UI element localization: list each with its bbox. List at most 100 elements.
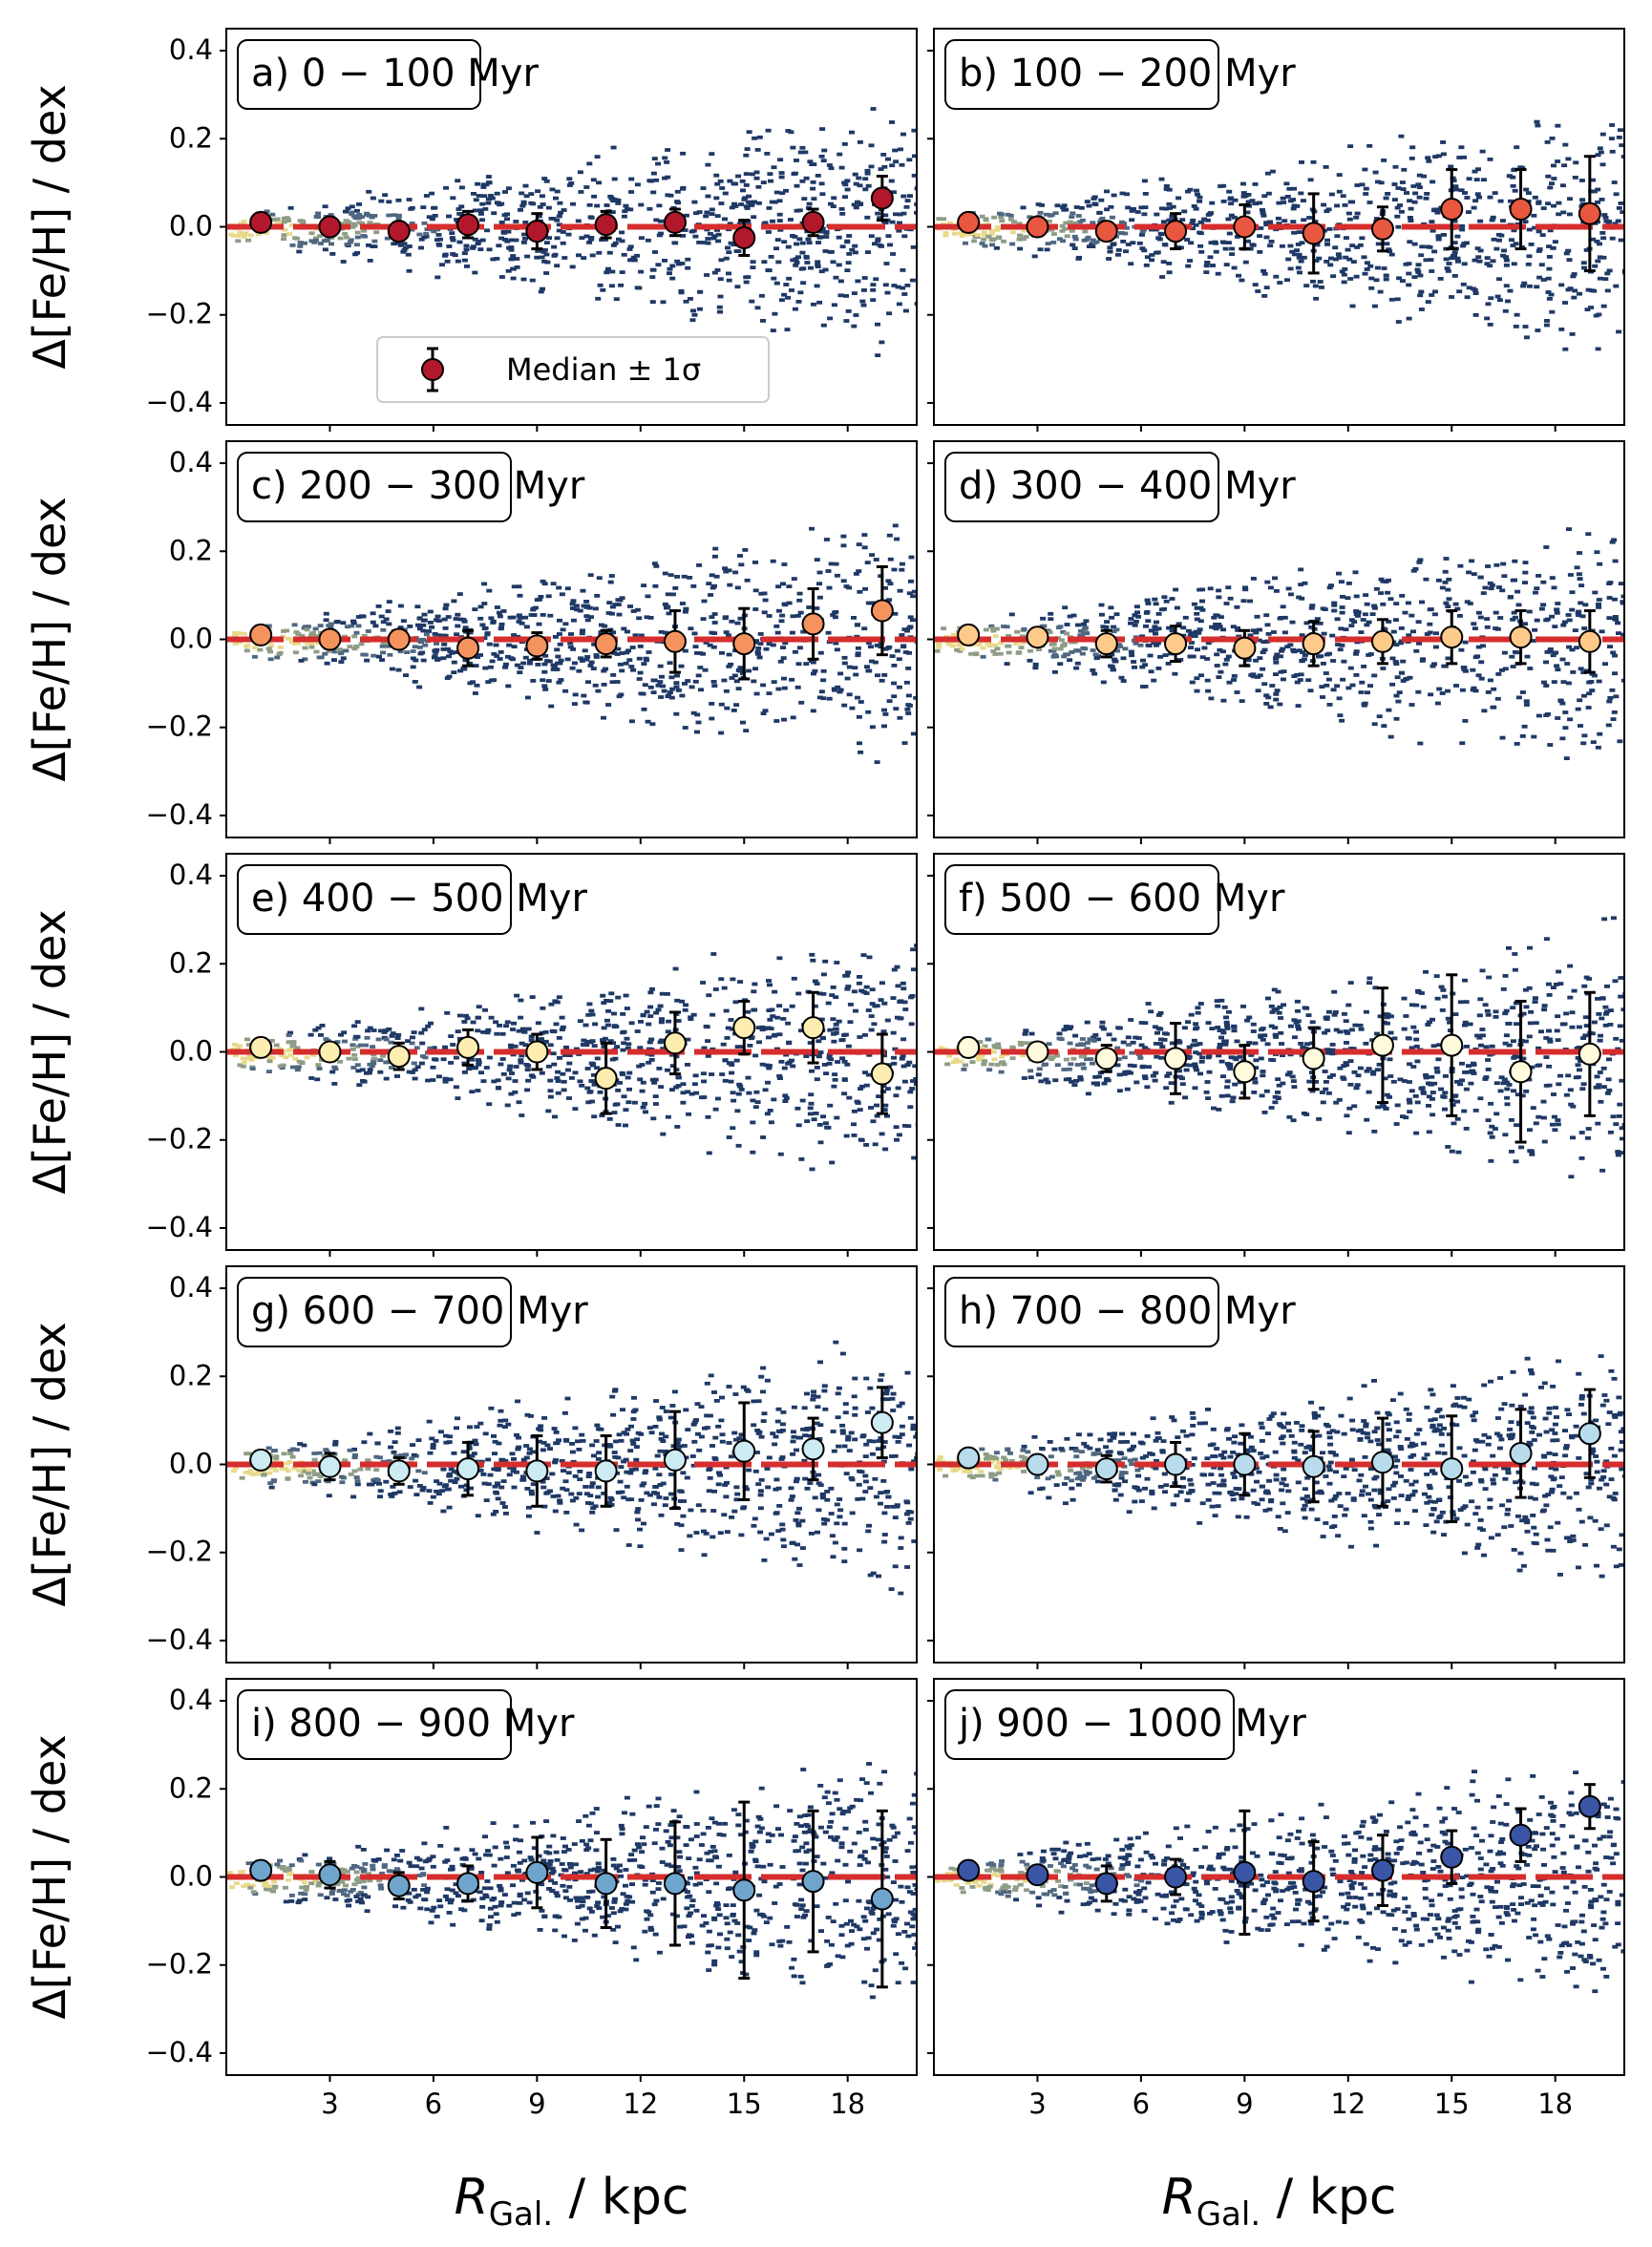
median-point [1094,1047,1118,1071]
y-tick-label: 0.4 [169,446,213,478]
x-axis-label: RGal. / kpc [455,2169,689,2234]
median-point [1164,632,1188,656]
y-tick-label: 0.0 [169,623,213,655]
median-point [594,1459,618,1483]
median-point [318,627,342,651]
median-point [1302,1870,1325,1894]
global-labels: Δ[Fe/H] / dex Δ[Fe/H] / dex Δ[Fe/H] / dex Δ… [24,84,1396,2234]
median-point [1370,1858,1394,1882]
median-point [1440,1033,1464,1057]
panel-a: −0.4 −0.2 0.0 0.2 0.4 a) 0 − 100 Myr Median ± … [146,28,918,432]
y-tick-label: −0.2 [146,1948,213,1981]
median-point [1026,1040,1049,1064]
panel-title: d) 300 − 400 Myr [944,452,1296,522]
svg-text:a) 0 − 100 Myr: a) 0 − 100 Myr [251,52,539,95]
x-axis-label: RGal. / kpc [1162,2169,1397,2234]
median-point [249,1035,273,1059]
median-point [387,220,411,244]
median-point [249,1858,273,1882]
density-heatmap [228,107,917,357]
y-tick-label: −0.2 [146,710,213,743]
median-point [663,1872,687,1896]
y-tick-label: 0.0 [169,1860,213,1893]
median-point [594,632,618,656]
density-heatmap [938,916,1624,1179]
median-point [1509,1060,1533,1084]
y-tick-label: 0.4 [169,33,213,66]
x-tick-label: 15 [1434,2088,1470,2120]
svg-text:b) 100 − 200 Myr: b) 100 − 200 Myr [959,52,1296,95]
median-point [1370,217,1394,241]
median-point [801,1870,825,1894]
median-point [318,1454,342,1478]
median-point [594,1067,618,1091]
panel-i: −0.4 −0.2 0.0 0.2 0.4 3 6 9 12 15 18 i) 800 − 900 M… [146,1678,918,2120]
median-point [801,1437,825,1461]
panel-b: b) 100 − 200 Myr [927,28,1625,432]
y-tick-label: −0.2 [146,298,213,330]
median-point [870,1887,894,1911]
median-point [387,1459,411,1483]
y-tick-label: −0.2 [146,1536,213,1568]
panel-title: f) 500 − 600 Myr [944,864,1285,935]
y-tick-label: 0.2 [169,946,213,979]
median-point [1302,1047,1325,1071]
median-point [1302,1454,1325,1478]
median-point [801,612,825,636]
panels: −0.4 −0.2 0.0 0.2 0.4 a) 0 − 100 Myr Median ± … [146,28,1625,2120]
median-point [801,1016,825,1040]
panel-d: d) 300 − 400 Myr [927,440,1625,844]
panel-e: −0.4 −0.2 0.0 0.2 0.4 e) 400 − 500 Myr [146,853,918,1257]
median-point [1233,1452,1257,1476]
median-point [1026,625,1049,649]
x-tick-label: 12 [1330,2088,1366,2120]
x-tick-label: 9 [1236,2088,1253,2120]
median-point [1026,215,1049,239]
median-point [957,210,981,234]
median-point [387,1045,411,1069]
median-point [732,226,756,250]
median-point [318,215,342,239]
median-point [1164,1047,1188,1071]
median-point [663,1448,687,1472]
median-point [456,1872,480,1896]
median-point [957,1035,981,1059]
y-tick-label: −0.4 [146,798,213,831]
x-tick-label: 18 [830,2088,865,2120]
median-point [1164,1452,1188,1476]
x-tick-label: 6 [425,2088,442,2120]
median-point [663,629,687,653]
median-point [387,627,411,651]
x-tick-label: 15 [727,2088,762,2120]
x-tick-label: 3 [1028,2088,1046,2120]
y-tick-label: 0.2 [169,1771,213,1804]
median-point [1094,220,1118,244]
median-point [1370,1033,1394,1057]
median-point [594,1872,618,1896]
panel-title: b) 100 − 200 Myr [944,39,1296,110]
x-tick-label: 3 [321,2088,338,2120]
y-tick-label: −0.4 [146,2036,213,2068]
y-tick-label: 0.4 [169,1684,213,1716]
median-point [1094,632,1118,656]
y-tick-label: 0.2 [169,534,213,566]
median-point [1370,629,1394,653]
median-point [456,1457,480,1481]
median-point [1164,220,1188,244]
median-point [663,1031,687,1055]
median-point [456,636,480,660]
x-tick-label: 12 [623,2088,658,2120]
median-point [957,623,981,647]
panel-title: i) 800 − 900 Myr [237,1689,575,1760]
median-point [732,1878,756,1902]
x-tick-label: 18 [1537,2088,1573,2120]
median-point [1094,1872,1118,1896]
median-point [1233,1860,1257,1884]
legend: Median ± 1σ [376,336,770,403]
density-heatmap [936,118,1624,351]
median-point [870,186,894,210]
median-point [525,220,549,244]
median-point [1370,1451,1394,1474]
median-point [1164,1865,1188,1889]
